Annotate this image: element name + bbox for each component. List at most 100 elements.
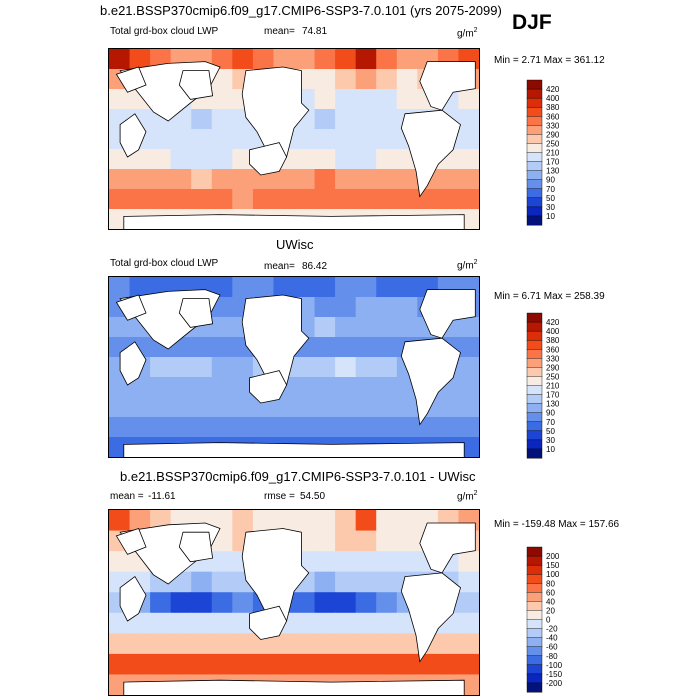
colorbar-tick-label: 250 (546, 372, 560, 381)
map-cell (211, 89, 233, 110)
map-cell (191, 397, 213, 418)
map-cell (191, 149, 213, 170)
map-cell (232, 357, 254, 378)
colorbar-swatch (526, 619, 543, 630)
continent-outline (119, 341, 147, 386)
map-cell (150, 189, 172, 210)
colorbar-swatch (526, 161, 543, 172)
map-cell (211, 337, 233, 358)
colorbar-tick-label: 150 (546, 561, 560, 570)
colorbar-swatch (526, 339, 543, 350)
map-cell (335, 612, 357, 634)
colorbar-swatch (526, 439, 543, 450)
map-cell (211, 530, 233, 552)
map-cell (232, 612, 254, 634)
colorbar-swatch (526, 583, 543, 593)
map-cell (458, 317, 479, 338)
map-cell (335, 397, 357, 418)
colorbar-swatch (526, 88, 543, 99)
map-cell (396, 89, 418, 110)
map-cell (191, 653, 213, 676)
map-cell (150, 417, 172, 438)
map-cell (109, 169, 131, 190)
map-cell (335, 169, 357, 190)
map-cell (376, 357, 398, 378)
map-cell (170, 129, 192, 150)
map-cell (335, 297, 357, 318)
panel3-mean-label: mean = (110, 491, 144, 502)
map-cell (314, 49, 336, 70)
colorbar-swatch (526, 206, 543, 217)
colorbar-swatch (526, 215, 543, 226)
map-cell (150, 377, 172, 398)
map-cell (376, 571, 398, 593)
map-cell (273, 397, 295, 418)
map-cell (355, 69, 377, 90)
map-cell (355, 149, 377, 170)
map-cell (129, 377, 151, 398)
map-cell (335, 530, 357, 552)
colorbar-tick-label: 70 (546, 418, 555, 427)
panel2-units: g/m2 (457, 259, 478, 272)
map-cell (314, 69, 336, 90)
map-cell (355, 109, 377, 130)
map-cell (129, 169, 151, 190)
map-cell (109, 417, 131, 438)
colorbar-tick-label: -40 (546, 634, 558, 643)
map-cell (150, 149, 172, 170)
map-cell (458, 337, 479, 358)
continent-outline (119, 113, 147, 158)
map-cell (314, 337, 336, 358)
colorbar-swatch (526, 116, 543, 126)
colorbar-tick-label: 380 (546, 336, 560, 345)
map-cell (314, 189, 336, 210)
continent-outline (115, 294, 147, 321)
map-cell (129, 633, 151, 655)
colorbar-swatch (526, 143, 543, 153)
continent-outline (119, 576, 147, 622)
map-cell (314, 169, 336, 190)
colorbar-swatch (526, 592, 543, 602)
panel2-colorbar: 420 400 380 360 330 290 250 210 170 130 90 70 50 30 10 (526, 312, 587, 459)
map-cell (335, 89, 357, 110)
map-cell (437, 397, 460, 418)
panel3-rmse-label: rmse = (264, 491, 295, 502)
continent-outline (178, 70, 214, 100)
panel3-mean-value: -11.61 (148, 491, 176, 502)
colorbar-swatch (526, 430, 543, 441)
colorbar-tick-label: 290 (546, 363, 560, 372)
map-cell (252, 653, 275, 676)
map-cell (211, 297, 233, 318)
colorbar-tick-label: 0 (546, 616, 551, 625)
map-cell (232, 510, 254, 532)
map-cell (376, 129, 398, 150)
map-cell (232, 189, 254, 210)
colorbar-tick-label: 60 (546, 588, 555, 597)
colorbar-swatch (526, 673, 543, 684)
map-cell (273, 510, 295, 532)
map-cell (355, 417, 377, 438)
panel2-map-svg (109, 277, 479, 457)
map-cell (252, 510, 275, 532)
map-cell (396, 189, 418, 210)
map-cell (335, 337, 357, 358)
map-cell (150, 633, 172, 655)
colorbar-tick-label: 210 (546, 382, 560, 391)
map-cell (232, 633, 254, 655)
map-cell (335, 49, 357, 70)
map-cell (211, 397, 233, 418)
map-cell (273, 49, 295, 70)
panel2-subtitle: Total grd-box cloud LWP (110, 258, 219, 269)
map-cell (376, 551, 398, 573)
panel3-rmse-value: 54.50 (300, 491, 326, 502)
map-cell (437, 653, 460, 676)
map-cell (109, 653, 131, 676)
map-cell (335, 377, 357, 398)
map-cell (273, 653, 295, 676)
map-cell (396, 277, 418, 298)
map-cell (355, 189, 377, 210)
map-cell (396, 653, 418, 676)
map-cell (150, 169, 172, 190)
colorbar-swatch (526, 125, 543, 135)
